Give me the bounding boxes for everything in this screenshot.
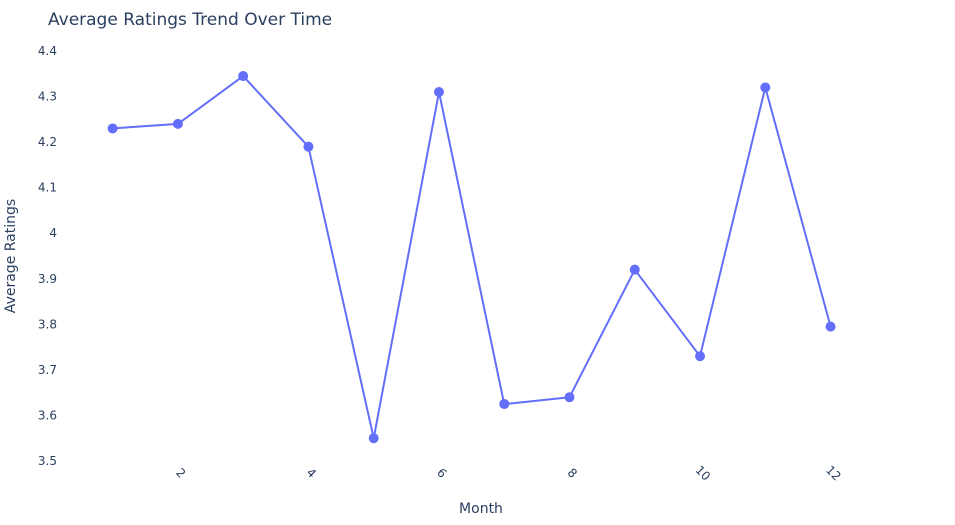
data-point[interactable] <box>303 141 314 152</box>
y-tick-label: 3.7 <box>38 363 57 377</box>
data-point[interactable] <box>433 87 444 97</box>
data-point[interactable] <box>238 71 249 82</box>
data-point[interactable] <box>172 118 183 129</box>
data-point[interactable] <box>564 392 575 403</box>
chart-title: Average Ratings Trend Over Time <box>48 10 332 30</box>
y-tick-label: 4.4 <box>38 44 57 58</box>
x-axis-title: Month <box>459 501 503 517</box>
series-ratings <box>107 71 836 444</box>
data-point[interactable] <box>499 399 510 410</box>
x-tick-label: 8 <box>565 466 580 481</box>
y-tick-label: 4 <box>49 226 57 240</box>
x-tick-label: 2 <box>173 466 188 481</box>
data-point[interactable] <box>368 433 379 444</box>
data-point[interactable] <box>760 82 771 93</box>
x-tick-label: 6 <box>434 466 449 481</box>
y-tick-label: 3.9 <box>38 272 57 286</box>
data-point[interactable] <box>107 123 118 134</box>
y-axis-title: Average Ratings <box>3 199 19 313</box>
y-tick-label: 3.8 <box>38 317 57 331</box>
y-axis: 3.5 3.6 3.7 3.8 3.9 4 4.1 4.2 4.3 4.4 <box>38 44 57 468</box>
y-tick-label: 4.1 <box>38 181 57 195</box>
data-point[interactable] <box>825 321 836 332</box>
x-tick-label: 4 <box>304 466 319 481</box>
x-tick-label: 10 <box>693 463 714 484</box>
x-axis: 2 4 6 8 10 12 <box>173 463 844 484</box>
data-point[interactable] <box>629 264 640 275</box>
y-tick-label: 4.3 <box>38 90 57 104</box>
series-line <box>112 75 832 440</box>
y-tick-label: 3.5 <box>38 454 57 468</box>
x-tick-label: 12 <box>823 463 844 484</box>
y-tick-label: 3.6 <box>38 408 57 422</box>
y-tick-label: 4.2 <box>38 135 57 149</box>
data-point[interactable] <box>695 351 706 362</box>
